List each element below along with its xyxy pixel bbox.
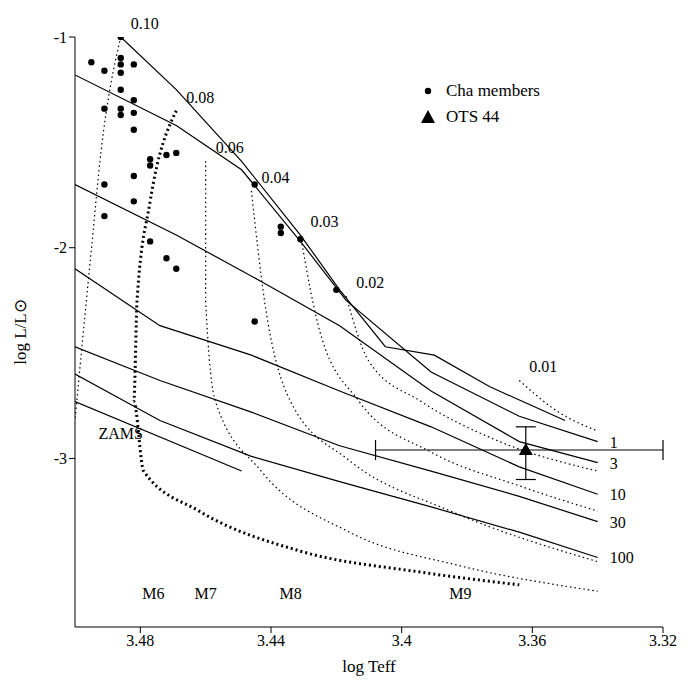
svg-text:M7: M7 xyxy=(195,585,217,602)
svg-text:0.02: 0.02 xyxy=(356,274,384,291)
svg-text:10: 10 xyxy=(610,486,626,503)
svg-text:log Teff: log Teff xyxy=(342,657,396,676)
svg-text:0.10: 0.10 xyxy=(131,15,159,32)
svg-text:0.08: 0.08 xyxy=(186,89,214,106)
svg-text:3.36: 3.36 xyxy=(518,632,546,649)
svg-text:30: 30 xyxy=(610,514,626,531)
svg-text:ZAMS: ZAMS xyxy=(99,425,143,442)
svg-text:3.4: 3.4 xyxy=(392,632,412,649)
svg-text:0.06: 0.06 xyxy=(216,139,244,156)
svg-text:3.32: 3.32 xyxy=(649,632,677,649)
svg-text:0.04: 0.04 xyxy=(261,169,289,186)
svg-text:log L/L⊙: log L/L⊙ xyxy=(11,299,30,364)
html-text:Cha members: Cha members xyxy=(446,81,540,101)
svg-text:0.01: 0.01 xyxy=(529,358,557,375)
svg-text:3: 3 xyxy=(610,455,618,472)
html-text:OTS 44: OTS 44 xyxy=(446,107,500,127)
svg-text:100: 100 xyxy=(610,549,634,566)
svg-text:3.48: 3.48 xyxy=(126,632,154,649)
svg-text:M9: M9 xyxy=(449,585,471,602)
svg-text:1: 1 xyxy=(610,434,618,451)
svg-text:-3: -3 xyxy=(54,450,67,467)
svg-text:-2: -2 xyxy=(54,239,67,256)
svg-text:M8: M8 xyxy=(279,585,301,602)
svg-text:3.44: 3.44 xyxy=(257,632,285,649)
svg-text:-1: -1 xyxy=(54,29,67,46)
svg-text:0.03: 0.03 xyxy=(310,213,338,230)
svg-text:M6: M6 xyxy=(142,585,164,602)
